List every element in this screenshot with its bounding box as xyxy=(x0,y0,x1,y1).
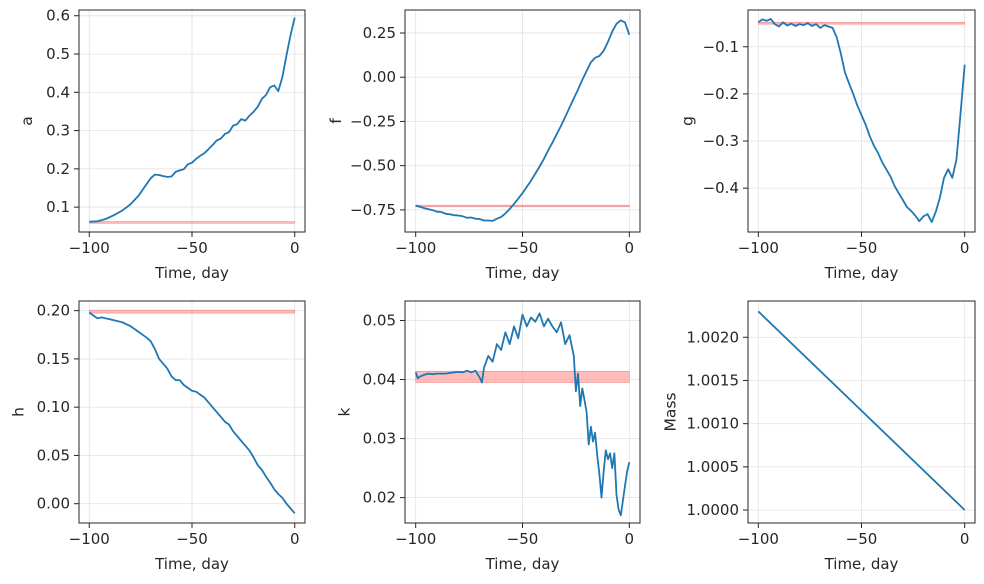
series-line xyxy=(757,310,966,511)
x-tick-label: −100 xyxy=(69,530,110,548)
y-tick-label: 1.0000 xyxy=(687,501,740,519)
x-axis-label: Time, day xyxy=(824,555,899,573)
y-tick-label: 0.05 xyxy=(37,446,70,464)
x-axis-label: Time, day xyxy=(485,555,560,573)
x-tick-label: −50 xyxy=(846,239,878,257)
reference-band xyxy=(415,204,630,208)
y-tick-label: 0.05 xyxy=(363,311,396,329)
y-tick-label: 0.5 xyxy=(46,45,70,63)
y-tick-label: −0.3 xyxy=(703,132,739,150)
series-line xyxy=(415,19,631,222)
y-tick-label: 0.10 xyxy=(37,398,70,416)
reference-band xyxy=(415,370,630,383)
y-tick-label: 0.20 xyxy=(37,302,70,320)
y-tick-label: 0.04 xyxy=(363,371,396,389)
x-axis-label: Time, day xyxy=(154,555,229,573)
x-tick-label: −50 xyxy=(507,239,539,257)
x-tick-label: 0 xyxy=(960,239,970,257)
x-tick-label: −50 xyxy=(846,530,878,548)
x-tick-label: 0 xyxy=(290,239,300,257)
x-tick-label: −100 xyxy=(738,530,779,548)
y-axis-label: f xyxy=(327,118,345,124)
chart-panel: −100 −50 0 −0.1 −0.2 −0.3 −0.4 Time, day g xyxy=(679,9,976,282)
y-tick-label: 0.2 xyxy=(46,160,70,178)
series-line xyxy=(414,312,631,517)
y-tick-label: 0.25 xyxy=(363,24,396,42)
y-tick-label: 0.3 xyxy=(46,122,70,140)
chart-panel: −100 −50 0 0.00 0.05 0.10 0.15 0.20 Time, day h xyxy=(10,300,306,573)
chart-panel: −100 −50 0 0.1 0.2 0.3 0.4 0.5 0.6 Time, day a xyxy=(18,7,306,282)
x-tick-label: −100 xyxy=(395,530,436,548)
chart-panel: −100 −50 0 −0.75 −0.50 −0.25 0.00 0.25 Time, day… xyxy=(327,9,641,282)
y-tick-label: 0.15 xyxy=(37,350,70,368)
y-tick-label: −0.2 xyxy=(703,85,739,103)
series-line xyxy=(757,18,966,224)
y-tick-label: −0.4 xyxy=(703,179,739,197)
chart-panel: −100 −50 0 0.02 0.03 0.04 0.05 Time, day k xyxy=(336,300,641,573)
y-tick-label: −0.1 xyxy=(703,38,739,56)
x-axis-label: Time, day xyxy=(154,264,229,282)
x-tick-label: −50 xyxy=(176,239,208,257)
y-tick-label: −0.50 xyxy=(350,157,396,175)
y-tick-label: 1.0010 xyxy=(687,415,740,433)
x-tick-label: −50 xyxy=(507,530,539,548)
y-tick-label: 0.6 xyxy=(46,7,70,25)
x-tick-label: −100 xyxy=(738,239,779,257)
y-axis-label: k xyxy=(336,407,354,416)
x-axis-label: Time, day xyxy=(485,264,560,282)
x-tick-label: 0 xyxy=(960,530,970,548)
y-tick-label: 0.00 xyxy=(37,495,70,513)
x-tick-label: 0 xyxy=(625,530,635,548)
y-tick-label: −0.75 xyxy=(350,201,396,219)
reference-band xyxy=(88,221,296,224)
y-axis-label: g xyxy=(679,116,697,126)
x-tick-label: −100 xyxy=(395,239,436,257)
y-tick-label: 1.0020 xyxy=(687,328,740,346)
reference-band xyxy=(88,309,296,314)
y-axis-label: a xyxy=(18,116,36,126)
y-axis-label: Mass xyxy=(661,392,679,431)
series-line xyxy=(88,311,296,514)
x-tick-label: 0 xyxy=(290,530,300,548)
y-tick-label: 0.03 xyxy=(363,430,396,448)
x-tick-label: 0 xyxy=(625,239,635,257)
x-axis-label: Time, day xyxy=(824,264,899,282)
y-tick-label: 1.0015 xyxy=(687,371,740,389)
y-tick-label: 0.00 xyxy=(363,68,396,86)
y-tick-label: 0.1 xyxy=(46,198,70,216)
y-axis-label: h xyxy=(10,407,28,417)
y-tick-label: −0.25 xyxy=(350,112,396,130)
y-tick-label: 1.0005 xyxy=(687,458,740,476)
y-tick-label: 0.4 xyxy=(46,83,70,101)
y-tick-label: 0.02 xyxy=(363,489,396,507)
x-tick-label: −50 xyxy=(176,530,208,548)
reference-band xyxy=(758,21,965,25)
x-tick-label: −100 xyxy=(69,239,110,257)
series-line xyxy=(89,17,296,223)
chart-panel: −100 −50 0 1.0000 1.0005 1.0010 1.0015 1.0020 Ti… xyxy=(661,300,976,573)
